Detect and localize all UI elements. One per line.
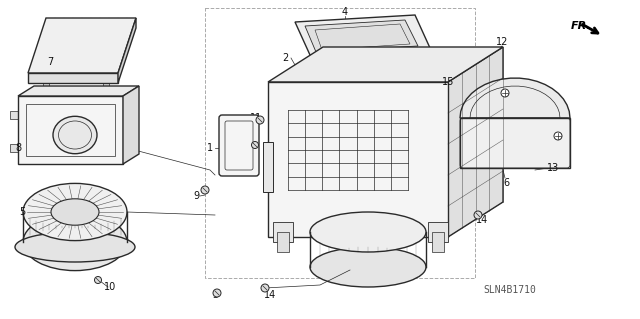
Polygon shape [460,78,570,118]
Bar [10,144,18,152]
Bar [10,111,18,119]
Polygon shape [28,73,118,83]
Bar [43,83,49,89]
Circle shape [95,277,102,284]
Polygon shape [268,47,503,82]
Polygon shape [118,18,136,83]
Polygon shape [18,86,139,96]
Polygon shape [305,20,418,52]
Polygon shape [460,118,570,168]
Text: 3: 3 [212,290,218,300]
Text: 15: 15 [442,77,454,87]
Circle shape [201,186,209,194]
Polygon shape [448,47,503,237]
Text: 14: 14 [264,290,276,300]
Bar [205,8,475,278]
Text: 2: 2 [282,53,288,63]
Ellipse shape [15,232,135,262]
Text: 8: 8 [15,143,21,153]
Circle shape [501,89,509,97]
Circle shape [261,284,269,292]
Text: 11: 11 [250,113,262,123]
Circle shape [256,116,264,124]
Bar [277,232,289,252]
Ellipse shape [310,247,426,287]
Polygon shape [18,96,123,164]
Ellipse shape [23,183,127,241]
Polygon shape [295,15,430,55]
Circle shape [252,142,259,149]
Text: 14: 14 [476,215,488,225]
Text: 6: 6 [503,178,509,188]
Text: 4: 4 [342,7,348,17]
Text: 1: 1 [207,143,213,153]
Text: 13: 13 [547,163,559,173]
FancyBboxPatch shape [219,115,259,176]
Bar [103,83,109,89]
Ellipse shape [51,199,99,225]
Text: 9: 9 [193,191,199,201]
Bar [432,232,444,252]
Text: SLN4B1710: SLN4B1710 [484,285,536,295]
Polygon shape [292,73,417,85]
Circle shape [213,289,221,297]
Bar [428,222,448,242]
Polygon shape [263,142,273,192]
Polygon shape [123,86,139,164]
Text: 7: 7 [47,57,53,67]
Bar [273,222,293,242]
Ellipse shape [23,213,127,271]
Text: 12: 12 [496,37,508,47]
Ellipse shape [310,212,426,252]
Text: 5: 5 [19,207,25,217]
Ellipse shape [53,116,97,154]
Text: FR.: FR. [571,21,592,31]
Polygon shape [290,68,423,90]
Circle shape [554,132,562,140]
Text: 10: 10 [104,282,116,292]
Circle shape [474,211,482,219]
Polygon shape [268,82,448,237]
Polygon shape [28,18,136,73]
